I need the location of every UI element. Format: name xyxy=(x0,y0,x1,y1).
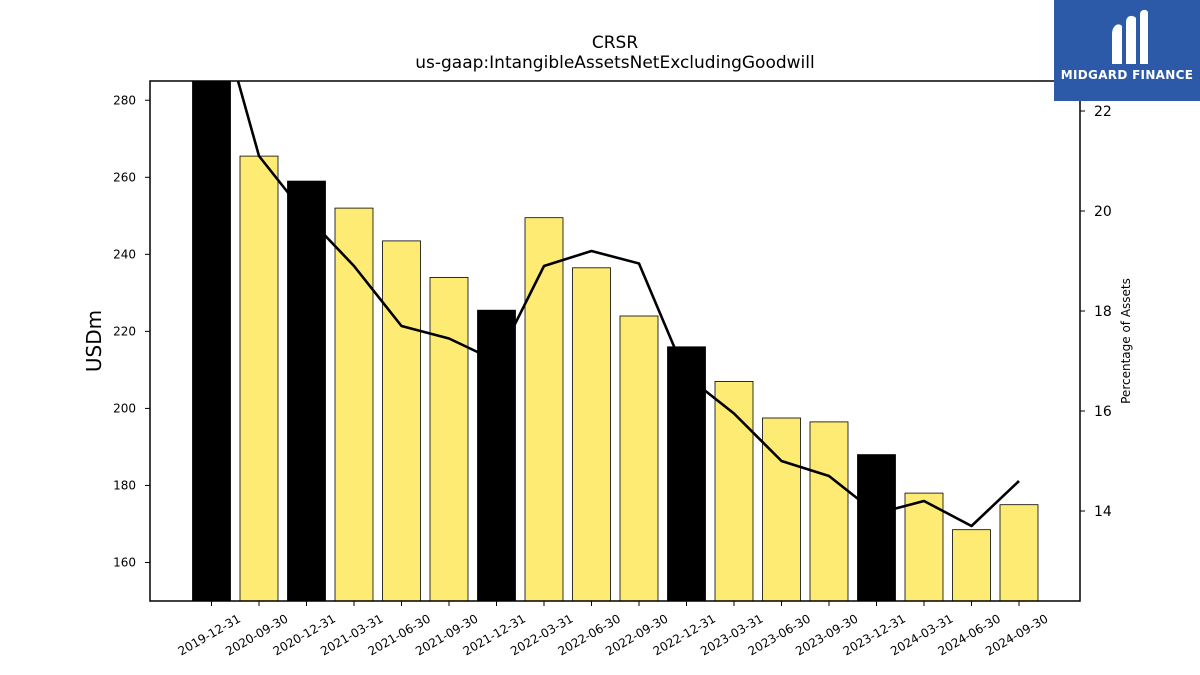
brand-name: MIDGARD FINANCE xyxy=(1060,68,1194,82)
y-axis-right: 14 16 18 20 22 xyxy=(1080,104,1112,520)
bar xyxy=(952,529,991,601)
y2-tick-label: 20 xyxy=(1094,204,1112,220)
bar xyxy=(287,180,326,601)
y-tick-label: 200 xyxy=(113,401,136,415)
bar xyxy=(857,454,896,601)
y-tick-label: 240 xyxy=(113,247,136,261)
bar xyxy=(192,81,231,601)
bar xyxy=(762,417,801,601)
y-axis-left: 160 180 200 220 240 260 280 xyxy=(113,93,150,569)
bar xyxy=(619,315,659,601)
plot-frame xyxy=(149,80,1081,602)
y2-tick-label: 22 xyxy=(1094,104,1112,120)
y-tick-label: 180 xyxy=(113,478,136,492)
y-tick-label: 280 xyxy=(113,93,136,107)
bar xyxy=(334,207,374,601)
y-tick-label: 220 xyxy=(113,324,136,338)
y2-tick-label: 14 xyxy=(1094,504,1112,520)
bar xyxy=(904,492,944,601)
y2-tick-label: 18 xyxy=(1094,304,1112,320)
brand-logo: MIDGARD FINANCE xyxy=(1054,0,1200,101)
bar xyxy=(429,276,469,601)
bar xyxy=(524,217,564,601)
x-axis: 2019-12-312020-09-302020-12-312021-03-31… xyxy=(176,601,1051,658)
y2-axis-label: Percentage of Assets xyxy=(1119,278,1133,404)
chart-title: CRSR xyxy=(592,33,638,53)
line-layer xyxy=(236,81,1020,528)
percentage-line xyxy=(236,81,1020,528)
bar xyxy=(667,346,706,601)
bar xyxy=(572,267,611,601)
y2-tick-label: 16 xyxy=(1094,404,1112,420)
bar xyxy=(239,155,279,601)
bar xyxy=(382,240,421,601)
bar xyxy=(809,421,849,601)
bars xyxy=(192,81,1039,601)
y-axis-label: USDm xyxy=(82,310,106,372)
chart-subtitle: us-gaap:IntangibleAssetsNetExcludingGood… xyxy=(415,53,814,73)
bar xyxy=(714,380,754,601)
bar xyxy=(999,504,1039,601)
y-tick-label: 260 xyxy=(113,170,136,184)
logo-mark-icon xyxy=(1112,9,1148,65)
y-tick-label: 160 xyxy=(113,555,136,569)
